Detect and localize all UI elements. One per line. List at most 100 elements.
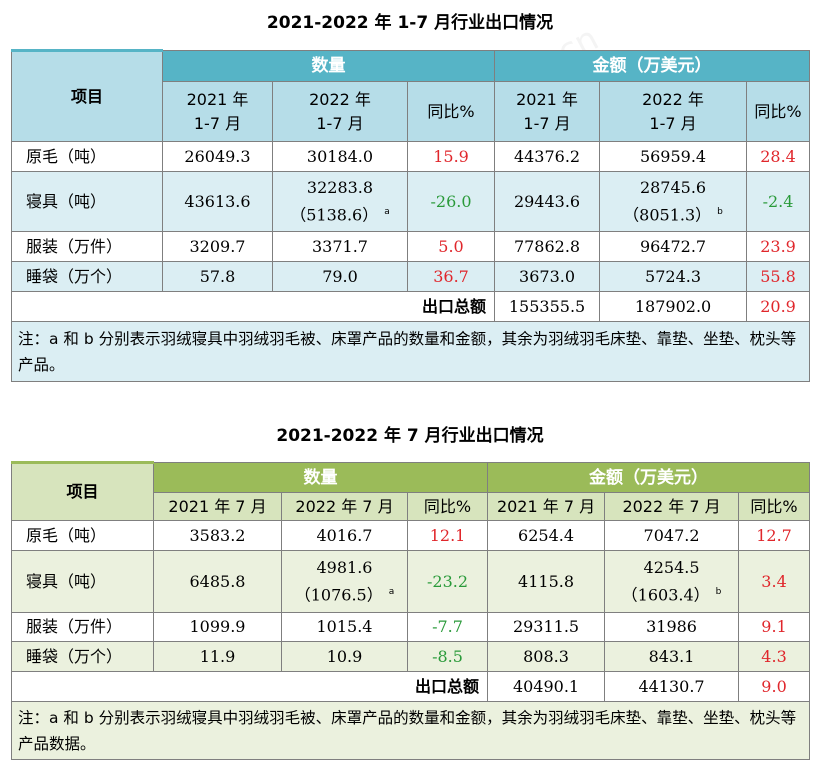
yoy-cell: -2.4 [746, 171, 811, 232]
cell: 6485.8 [153, 550, 282, 613]
total-cell: 44130.7 [604, 671, 740, 702]
row-label: 寝具（吨） [11, 550, 154, 613]
footnote-marker: b [715, 586, 722, 597]
table-row: 睡袋（万个） 57.8 79.0 36.7 3673.0 5724.3 55.8 [11, 261, 811, 292]
cell: 843.1 [604, 641, 740, 672]
sub-header-text: 2022 年 1-7 月 [309, 89, 371, 133]
table2: 项目 数量 金额（万美元） 2021 年 7 月 2022 年 7 月 同比% … [10, 461, 811, 760]
cell: 77862.8 [494, 231, 601, 262]
yoy-cell: 23.9 [746, 231, 811, 262]
table-row: 原毛（吨） 3583.2 4016.7 12.1 6254.4 7047.2 1… [11, 520, 811, 551]
row-label: 原毛（吨） [11, 141, 163, 172]
cell: 6254.4 [487, 520, 606, 551]
table-row: 寝具（吨） 6485.8 4981.6 （1076.5） a -23.2 4115… [11, 550, 811, 613]
cell: 4981.6 （1076.5） a [281, 550, 408, 613]
table1-title: 2021-2022 年 1-7 月行业出口情况 [266, 13, 554, 33]
row-label: 寝具（吨） [11, 171, 163, 232]
row-label: 服装（万件） [11, 612, 154, 642]
sub-header: 2022 年 1-7 月 [272, 81, 408, 142]
yoy-cell: 4.3 [738, 641, 811, 672]
amount-header: 金额（万美元） [494, 50, 811, 82]
cell: 29443.6 [494, 171, 601, 232]
cell: 43613.6 [162, 171, 273, 232]
table-row: 服装（万件） 3209.7 3371.7 5.0 77862.8 96472.7… [11, 231, 811, 262]
quantity-header: 数量 [152, 462, 489, 493]
cell: 57.8 [162, 261, 273, 292]
yoy-cell: 55.8 [746, 261, 811, 292]
total-cell: 40490.1 [487, 671, 606, 702]
sub-header: 2021 年 7 月 [153, 492, 282, 521]
sub-header-text: 2021 年 1-7 月 [516, 89, 578, 133]
cell: 3583.2 [153, 520, 282, 551]
row-label: 睡袋（万个） [11, 641, 154, 672]
item-header: 项目 [11, 461, 154, 521]
table-note: 注：a 和 b 分别表示羽绒寝具中羽绒羽毛被、床罩产品的数量和金额，其余为羽绒羽… [10, 701, 811, 760]
cell-main: 32283.8 [306, 177, 374, 197]
cell: 10.9 [281, 641, 408, 672]
sub-header: 同比% [738, 492, 811, 521]
total-yoy: 9.0 [738, 671, 811, 702]
yoy-cell: -7.7 [406, 612, 489, 642]
cell: 3673.0 [494, 261, 601, 292]
total-label: 出口总额 [10, 291, 496, 322]
total-yoy: 20.9 [746, 291, 811, 322]
cell: 5724.3 [599, 261, 748, 292]
cell-sub: （5138.6） a [274, 200, 407, 227]
cell: 7047.2 [604, 520, 740, 551]
cell: 11.9 [153, 641, 282, 672]
yoy-cell: 15.9 [406, 141, 496, 172]
cell-sub-value: （8051.3） [623, 205, 712, 225]
cell: 28745.6 （8051.3） b [599, 171, 748, 232]
sub-header-text: 2021 年 1-7 月 [186, 89, 249, 133]
cell: 56959.4 [599, 141, 748, 172]
yoy-cell: 36.7 [406, 261, 496, 292]
cell: 4115.8 [487, 550, 606, 613]
yoy-cell: -23.2 [406, 550, 489, 613]
table-row: 原毛（吨） 26049.3 30184.0 15.9 44376.2 56959… [11, 141, 811, 172]
cell-sub-value: （1076.5） [294, 585, 383, 605]
sub-header-row: 2021 年 1-7 月 2022 年 1-7 月 同比% 2021 年 1-7… [12, 81, 811, 142]
sub-header-row: 2021 年 7 月 2022 年 7 月 同比% 2021 年 7 月 202… [12, 492, 811, 521]
table-row: 寝具（吨） 43613.6 32283.8 （5138.6） a -26.0 29… [11, 171, 811, 232]
sub-header-text: 2022 年 1-7 月 [642, 89, 704, 133]
cell: 96472.7 [599, 231, 748, 262]
cell: 29311.5 [487, 612, 606, 642]
sub-header: 2022 年 1-7 月 [599, 81, 748, 142]
total-row: 出口总额 155355.5 187902.0 20.9 [10, 291, 811, 322]
cell: 32283.8 （5138.6） a [272, 171, 408, 232]
cell: 808.3 [487, 641, 606, 672]
table-note: 注：a 和 b 分别表示羽绒寝具中羽绒羽毛被、床罩产品的数量和金额，其余为羽绒羽… [10, 321, 811, 382]
yoy-cell: 12.7 [738, 520, 811, 551]
cell-main: 4254.5 [643, 557, 700, 577]
cell: 31986 [604, 612, 740, 642]
cell: 26049.3 [162, 141, 273, 172]
note-row: 注：a 和 b 分别表示羽绒寝具中羽绒羽毛被、床罩产品的数量和金额，其余为羽绒羽… [10, 321, 811, 382]
cell: 4254.5 （1603.4） b [604, 550, 740, 613]
row-label: 睡袋（万个） [11, 261, 163, 292]
yoy-cell: 9.1 [738, 612, 811, 642]
yoy-cell: -8.5 [406, 641, 489, 672]
sub-header: 2022 年 7 月 [281, 492, 408, 521]
sub-header: 同比% [406, 492, 489, 521]
cell: 79.0 [272, 261, 408, 292]
cell: 30184.0 [272, 141, 408, 172]
table-row: 睡袋（万个） 11.9 10.9 -8.5 808.3 843.1 4.3 [11, 641, 811, 672]
cell: 4016.7 [281, 520, 408, 551]
item-header: 项目 [11, 49, 163, 142]
cell-main: 28745.6 [639, 177, 707, 197]
sub-header: 同比% [406, 81, 496, 142]
cell-sub-value: （5138.6） [290, 205, 379, 225]
total-row: 出口总额 40490.1 44130.7 9.0 [10, 671, 811, 702]
sub-header: 2021 年 7 月 [487, 492, 606, 521]
total-cell: 187902.0 [599, 291, 748, 322]
cell: 1015.4 [281, 612, 408, 642]
footnote-marker: a [388, 586, 395, 597]
sub-header: 2021 年 1-7 月 [494, 81, 601, 142]
sub-header: 2022 年 7 月 [604, 492, 740, 521]
cell: 44376.2 [494, 141, 601, 172]
cell-sub: （1076.5） a [283, 580, 407, 607]
yoy-cell: 28.4 [746, 141, 811, 172]
table1: 项目 数量 金额（万美元） 2021 年 1-7 月 2022 年 1-7 月 … [10, 49, 811, 382]
footnote-marker: b [717, 206, 723, 217]
cell: 3371.7 [272, 231, 408, 262]
